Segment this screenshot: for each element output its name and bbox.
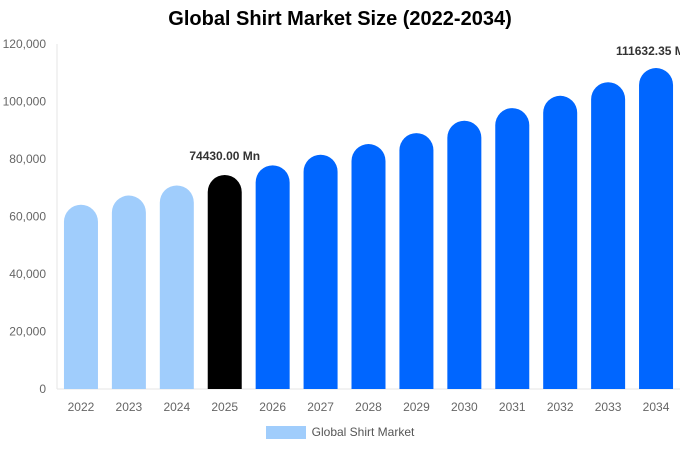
x-tick-label: 2023 bbox=[116, 400, 143, 414]
chart-title: Global Shirt Market Size (2022-2034) bbox=[168, 8, 512, 30]
x-tick-label: 2031 bbox=[499, 400, 526, 414]
data-label-2025: 74430.00 Mn bbox=[189, 149, 260, 163]
bar-2034 bbox=[639, 68, 674, 389]
x-tick-label: 2034 bbox=[643, 400, 670, 414]
x-tick-label: 2025 bbox=[211, 400, 238, 414]
annotations: 74430.00 Mn 111632.35 Mn bbox=[189, 44, 680, 163]
y-tick-label: 100,000 bbox=[3, 95, 47, 109]
x-tick-label: 2028 bbox=[355, 400, 382, 414]
bar-2033 bbox=[591, 82, 626, 390]
bar-2028 bbox=[351, 144, 386, 389]
x-tick-label: 2029 bbox=[403, 400, 430, 414]
y-tick-label: 60,000 bbox=[9, 210, 46, 224]
y-axis: 0 20,000 40,000 60,000 80,000 100,000 120,000 bbox=[3, 37, 58, 396]
bar-2022 bbox=[63, 204, 98, 389]
legend-label: Global Shirt Market bbox=[311, 425, 415, 439]
y-tick-label: 120,000 bbox=[3, 37, 47, 51]
x-tick-label: 2030 bbox=[451, 400, 478, 414]
bar-2026 bbox=[255, 165, 290, 389]
bars bbox=[63, 68, 674, 390]
legend-swatch bbox=[265, 425, 306, 439]
y-tick-label: 40,000 bbox=[9, 267, 46, 281]
y-tick-label: 0 bbox=[39, 382, 46, 396]
x-tick-label: 2022 bbox=[68, 400, 95, 414]
x-tick-label: 2024 bbox=[163, 400, 190, 414]
x-tick-label: 2033 bbox=[595, 400, 622, 414]
bar-2030 bbox=[447, 120, 482, 389]
bar-2024 bbox=[159, 185, 194, 389]
bar-2031 bbox=[495, 108, 530, 390]
bar-2032 bbox=[543, 95, 578, 390]
x-axis: 2022 2023 2024 2025 2026 2027 2028 2029 2030 2031… bbox=[57, 388, 680, 414]
bar-2025 bbox=[207, 175, 242, 389]
legend: Global Shirt Market bbox=[0, 425, 680, 439]
bar-2029 bbox=[399, 133, 434, 389]
bar-2023 bbox=[111, 195, 146, 389]
bar-2027 bbox=[303, 154, 338, 389]
x-tick-label: 2026 bbox=[259, 400, 286, 414]
x-tick-label: 2032 bbox=[547, 400, 574, 414]
x-tick-label: 2027 bbox=[307, 400, 334, 414]
y-tick-label: 80,000 bbox=[9, 152, 46, 166]
data-label-2034: 111632.35 Mn bbox=[616, 44, 680, 58]
y-tick-label: 20,000 bbox=[9, 325, 46, 339]
